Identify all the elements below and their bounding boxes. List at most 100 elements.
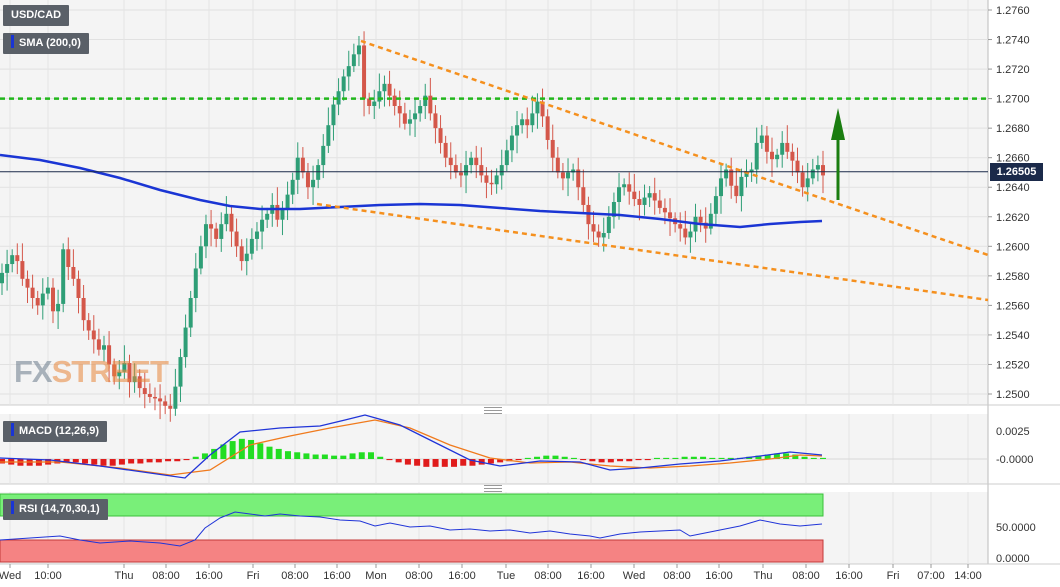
macd-histogram-bar	[764, 454, 771, 459]
macd-histogram-bar	[653, 457, 660, 459]
candle-up	[566, 172, 571, 179]
sma-legend-text: SMA (200,0)	[19, 37, 81, 49]
candle-down	[142, 388, 147, 394]
price-tick-label: 1.2640	[996, 182, 1030, 194]
macd-histogram-bar	[755, 455, 762, 459]
candle-down	[392, 95, 397, 106]
candle-up	[244, 253, 249, 262]
rsi-pane-resize-handle[interactable]	[484, 485, 502, 492]
macd-histogram-bar	[801, 456, 808, 459]
candle-down	[795, 160, 800, 173]
candle-down	[428, 95, 433, 114]
rsi-legend[interactable]: RSI (14,70,30,1)	[3, 499, 108, 520]
candle-up	[122, 362, 127, 372]
rsi-swatch	[11, 501, 14, 514]
macd-histogram-bar	[331, 455, 338, 459]
candle-up	[780, 142, 785, 155]
rsi-line	[0, 511, 823, 547]
candle-up	[188, 298, 193, 328]
candle-down	[91, 330, 96, 340]
macd-histogram-bar	[183, 459, 190, 461]
macd-tick-label: -0.0000	[996, 454, 1033, 466]
candle-down	[152, 396, 157, 399]
candle-up	[183, 327, 188, 358]
candle-down	[591, 224, 596, 232]
candle-down	[453, 165, 458, 173]
macd-legend[interactable]: MACD (12,26,9)	[3, 421, 108, 442]
watermark-fx: FX	[14, 354, 53, 389]
macd-histogram-bar	[220, 444, 227, 459]
macd-histogram-bar	[174, 459, 181, 462]
candle-up	[56, 303, 61, 312]
candle-up	[0, 272, 4, 284]
macd-histogram-bar	[561, 456, 568, 459]
time-tick-label: 10:00	[34, 570, 62, 582]
candle-up	[311, 179, 316, 188]
time-tick-label: 16:00	[705, 570, 733, 582]
candle-up	[295, 157, 300, 180]
candle-down	[229, 213, 234, 232]
time-tick-label: 16:00	[323, 570, 351, 582]
candle-up	[326, 125, 331, 146]
macd-histogram-bar	[312, 454, 319, 459]
macd-histogram-bar	[340, 455, 347, 459]
macd-histogram-bar	[690, 456, 697, 459]
time-tick-label: 08:00	[281, 570, 309, 582]
candle-up	[418, 106, 423, 114]
macd-histogram-bar	[552, 455, 559, 459]
macd-histogram-bar	[589, 459, 596, 462]
candle-down	[387, 83, 392, 96]
candle-down	[652, 193, 657, 201]
macd-histogram-bar	[201, 453, 208, 459]
candle-down	[209, 224, 214, 229]
macd-histogram-bar	[118, 459, 125, 465]
macd-pane-resize-handle[interactable]	[484, 407, 502, 414]
time-tick-label: 08:00	[792, 570, 820, 582]
candle-up	[530, 113, 535, 126]
price-tick-label: 1.2520	[996, 359, 1030, 371]
candle-down	[66, 249, 71, 267]
candle-up	[10, 255, 15, 265]
candle-down	[698, 216, 703, 223]
upper-trendline	[360, 39, 989, 257]
candle-up	[494, 175, 499, 185]
fxstreet-watermark: FXSTREET	[14, 354, 169, 390]
sma-legend[interactable]: SMA (200,0)	[3, 33, 89, 54]
time-tick-label: 08:00	[405, 570, 433, 582]
candle-up	[611, 202, 616, 217]
symbol-label[interactable]: USD/CAD	[3, 5, 70, 26]
macd-histogram-bar	[543, 455, 550, 459]
macd-histogram-bar	[414, 459, 421, 466]
rsi-tick-label: 50.0000	[996, 522, 1036, 534]
candle-up	[759, 135, 764, 143]
candle-down	[678, 224, 683, 229]
price-tick-label: 1.2580	[996, 271, 1030, 283]
candle-down	[627, 184, 632, 192]
candle-up	[515, 125, 520, 136]
candle-up	[132, 376, 137, 383]
price-tick-label: 1.2620	[996, 212, 1030, 224]
candle-up	[688, 231, 693, 238]
macd-tick-label: 0.0025	[996, 426, 1030, 438]
price-tick-label: 1.2700	[996, 94, 1030, 106]
macd-histogram-bar	[451, 459, 458, 467]
macd-histogram-bar	[635, 459, 642, 461]
candle-up	[178, 357, 183, 387]
candle-up	[224, 213, 229, 225]
candle-up	[504, 150, 509, 166]
macd-histogram-bar	[137, 459, 144, 464]
macd-histogram-bar	[469, 459, 476, 466]
breakout-arrow-head	[831, 108, 845, 140]
candle-up	[341, 76, 346, 92]
candle-up	[193, 268, 198, 298]
candle-down	[545, 116, 550, 140]
candle-up	[321, 145, 326, 166]
macd-histogram-bar	[155, 459, 162, 463]
time-tick-label: Wed	[623, 570, 645, 582]
current-price-tag: 1.26505	[990, 163, 1043, 181]
candle-up	[265, 213, 270, 220]
macd-histogram-bar	[792, 454, 799, 459]
rsi-tick-label: 0.0000	[996, 553, 1030, 565]
candle-down	[305, 172, 310, 188]
macd-signal-line	[0, 419, 823, 476]
